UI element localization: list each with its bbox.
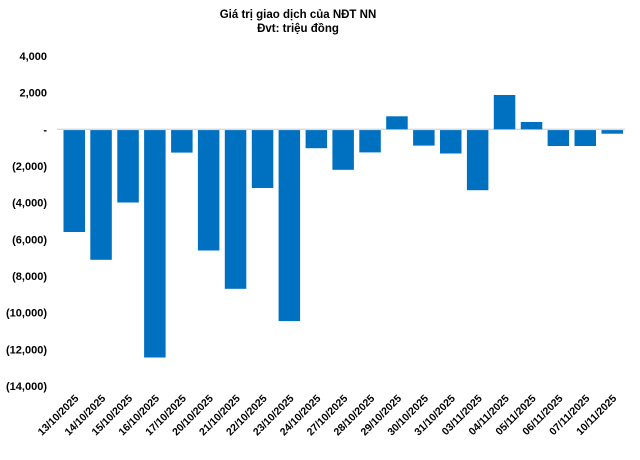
bar [224, 130, 247, 289]
bar [440, 130, 462, 154]
bar [359, 130, 381, 153]
bar [251, 130, 274, 188]
bar [197, 130, 220, 251]
y-tick-label: 2,000 [19, 88, 47, 100]
bar [171, 130, 193, 153]
bar [144, 130, 166, 358]
bar [278, 130, 301, 322]
chart-subtitle: Đvt: triệu đồng [257, 23, 339, 35]
bar [386, 116, 408, 130]
bar [332, 130, 354, 170]
y-tick-label: (14,000) [6, 381, 47, 393]
bar [520, 122, 543, 130]
y-tick-label: (8,000) [12, 271, 47, 283]
bar [601, 130, 623, 134]
y-tick-label: - [43, 124, 47, 136]
bar [63, 130, 85, 232]
chart-title: Giá trị giao dịch của NĐT NN [220, 9, 377, 21]
plot-area: 4,000 2,000 - (2,000) (4,000) (6,000) (8,000) (… [6, 51, 625, 438]
bar [90, 130, 112, 260]
y-tick-label: 4,000 [19, 51, 47, 63]
bar [493, 95, 516, 130]
bar [305, 130, 328, 149]
y-tick-label: (4,000) [12, 198, 47, 210]
bar [547, 130, 570, 146]
bar [413, 130, 435, 146]
bar [117, 130, 139, 203]
bar [574, 130, 596, 146]
y-tick-label: (2,000) [12, 161, 47, 173]
y-tick-label: (10,000) [6, 308, 47, 320]
bar [466, 130, 489, 191]
y-tick-label: (12,000) [6, 344, 47, 356]
y-tick-label: (6,000) [12, 234, 47, 246]
